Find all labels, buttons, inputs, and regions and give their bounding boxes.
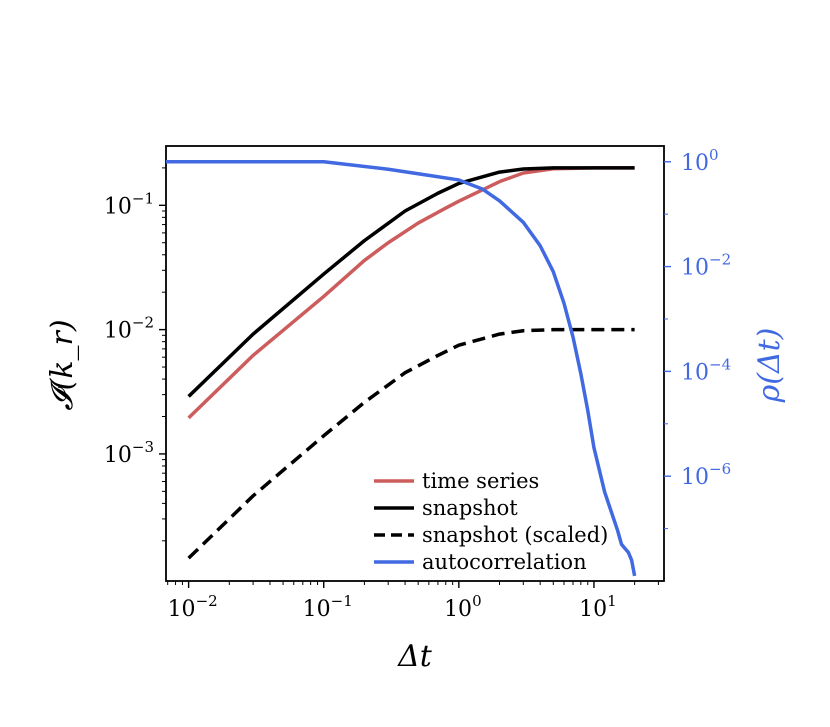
- y-left-tick-label-base: 10: [104, 319, 132, 344]
- x-tick-label-exponent: 0: [472, 592, 482, 610]
- y-axis-label-left: 𝓘(k_r): [45, 319, 80, 410]
- x-tick-label: 10−2: [168, 592, 218, 622]
- y-left-tick-label-exponent: −3: [132, 438, 154, 456]
- x-tick-label: 101: [579, 592, 617, 622]
- y-right-tick-label: 10−6: [681, 460, 731, 490]
- y-axis-label-right: ρ(Δt): [752, 328, 787, 404]
- y-left-tick-label: 10−2: [104, 314, 154, 344]
- x-tick-label-exponent: −2: [196, 592, 218, 610]
- series-line-snapshot-scaled: [187, 327, 635, 560]
- x-tick-label-base: 10: [444, 597, 472, 622]
- legend-label-snapshot-scaled: snapshot (scaled): [422, 523, 608, 547]
- x-tick-label-exponent: 1: [607, 592, 617, 610]
- x-tick-label: 10−1: [303, 592, 353, 622]
- y-left-tick-label-exponent: −1: [132, 189, 154, 207]
- y-right-tick-label-exponent: 0: [709, 146, 719, 164]
- plot-frame: [165, 145, 665, 582]
- y-right-tick-label-base: 10: [681, 151, 709, 176]
- x-tick-label: 100: [444, 592, 482, 622]
- y-right-tick-label-exponent: −6: [709, 460, 731, 478]
- x-tick-label-base: 10: [303, 597, 331, 622]
- y-right-tick-label: 10−4: [681, 355, 731, 385]
- series-line-snapshot: [187, 166, 635, 398]
- x-tick-label-base: 10: [168, 597, 196, 622]
- y-right-tick-label-exponent: −2: [709, 251, 731, 269]
- series-line-autocorrelation: [166, 160, 637, 577]
- y-left-tick-label-base: 10: [104, 443, 132, 468]
- y-left-tick-label-exponent: −2: [132, 314, 154, 332]
- y-right-tick-label-base: 10: [681, 256, 709, 281]
- series-line-time-series: [187, 166, 635, 420]
- tick-layer: 10−2 10−1 100 10110−310−210−110−610−410−210…: [104, 146, 731, 622]
- y-left-tick-label: 10−1: [104, 189, 154, 219]
- legend-label-snapshot: snapshot: [422, 496, 518, 520]
- x-axis-label: Δt: [397, 639, 433, 674]
- y-right-tick-label-exponent: −4: [709, 355, 731, 373]
- y-right-tick-label: 10−2: [681, 251, 731, 281]
- y-left-tick-label: 10−3: [104, 438, 154, 468]
- legend-label-time-series: time series: [422, 469, 539, 493]
- x-tick-label-exponent: −1: [331, 592, 353, 610]
- y-left-tick-label-base: 10: [104, 194, 132, 219]
- legend-label-autocorrelation: autocorrelation: [422, 550, 587, 574]
- y-right-tick-label-base: 10: [681, 360, 709, 385]
- y-right-tick-label: 100: [681, 146, 719, 176]
- y-right-tick-label-base: 10: [681, 465, 709, 490]
- x-tick-label-base: 10: [579, 597, 607, 622]
- series-layer: [166, 160, 637, 577]
- legend: time series snapshot snapshot (scaled) auto…: [374, 469, 608, 574]
